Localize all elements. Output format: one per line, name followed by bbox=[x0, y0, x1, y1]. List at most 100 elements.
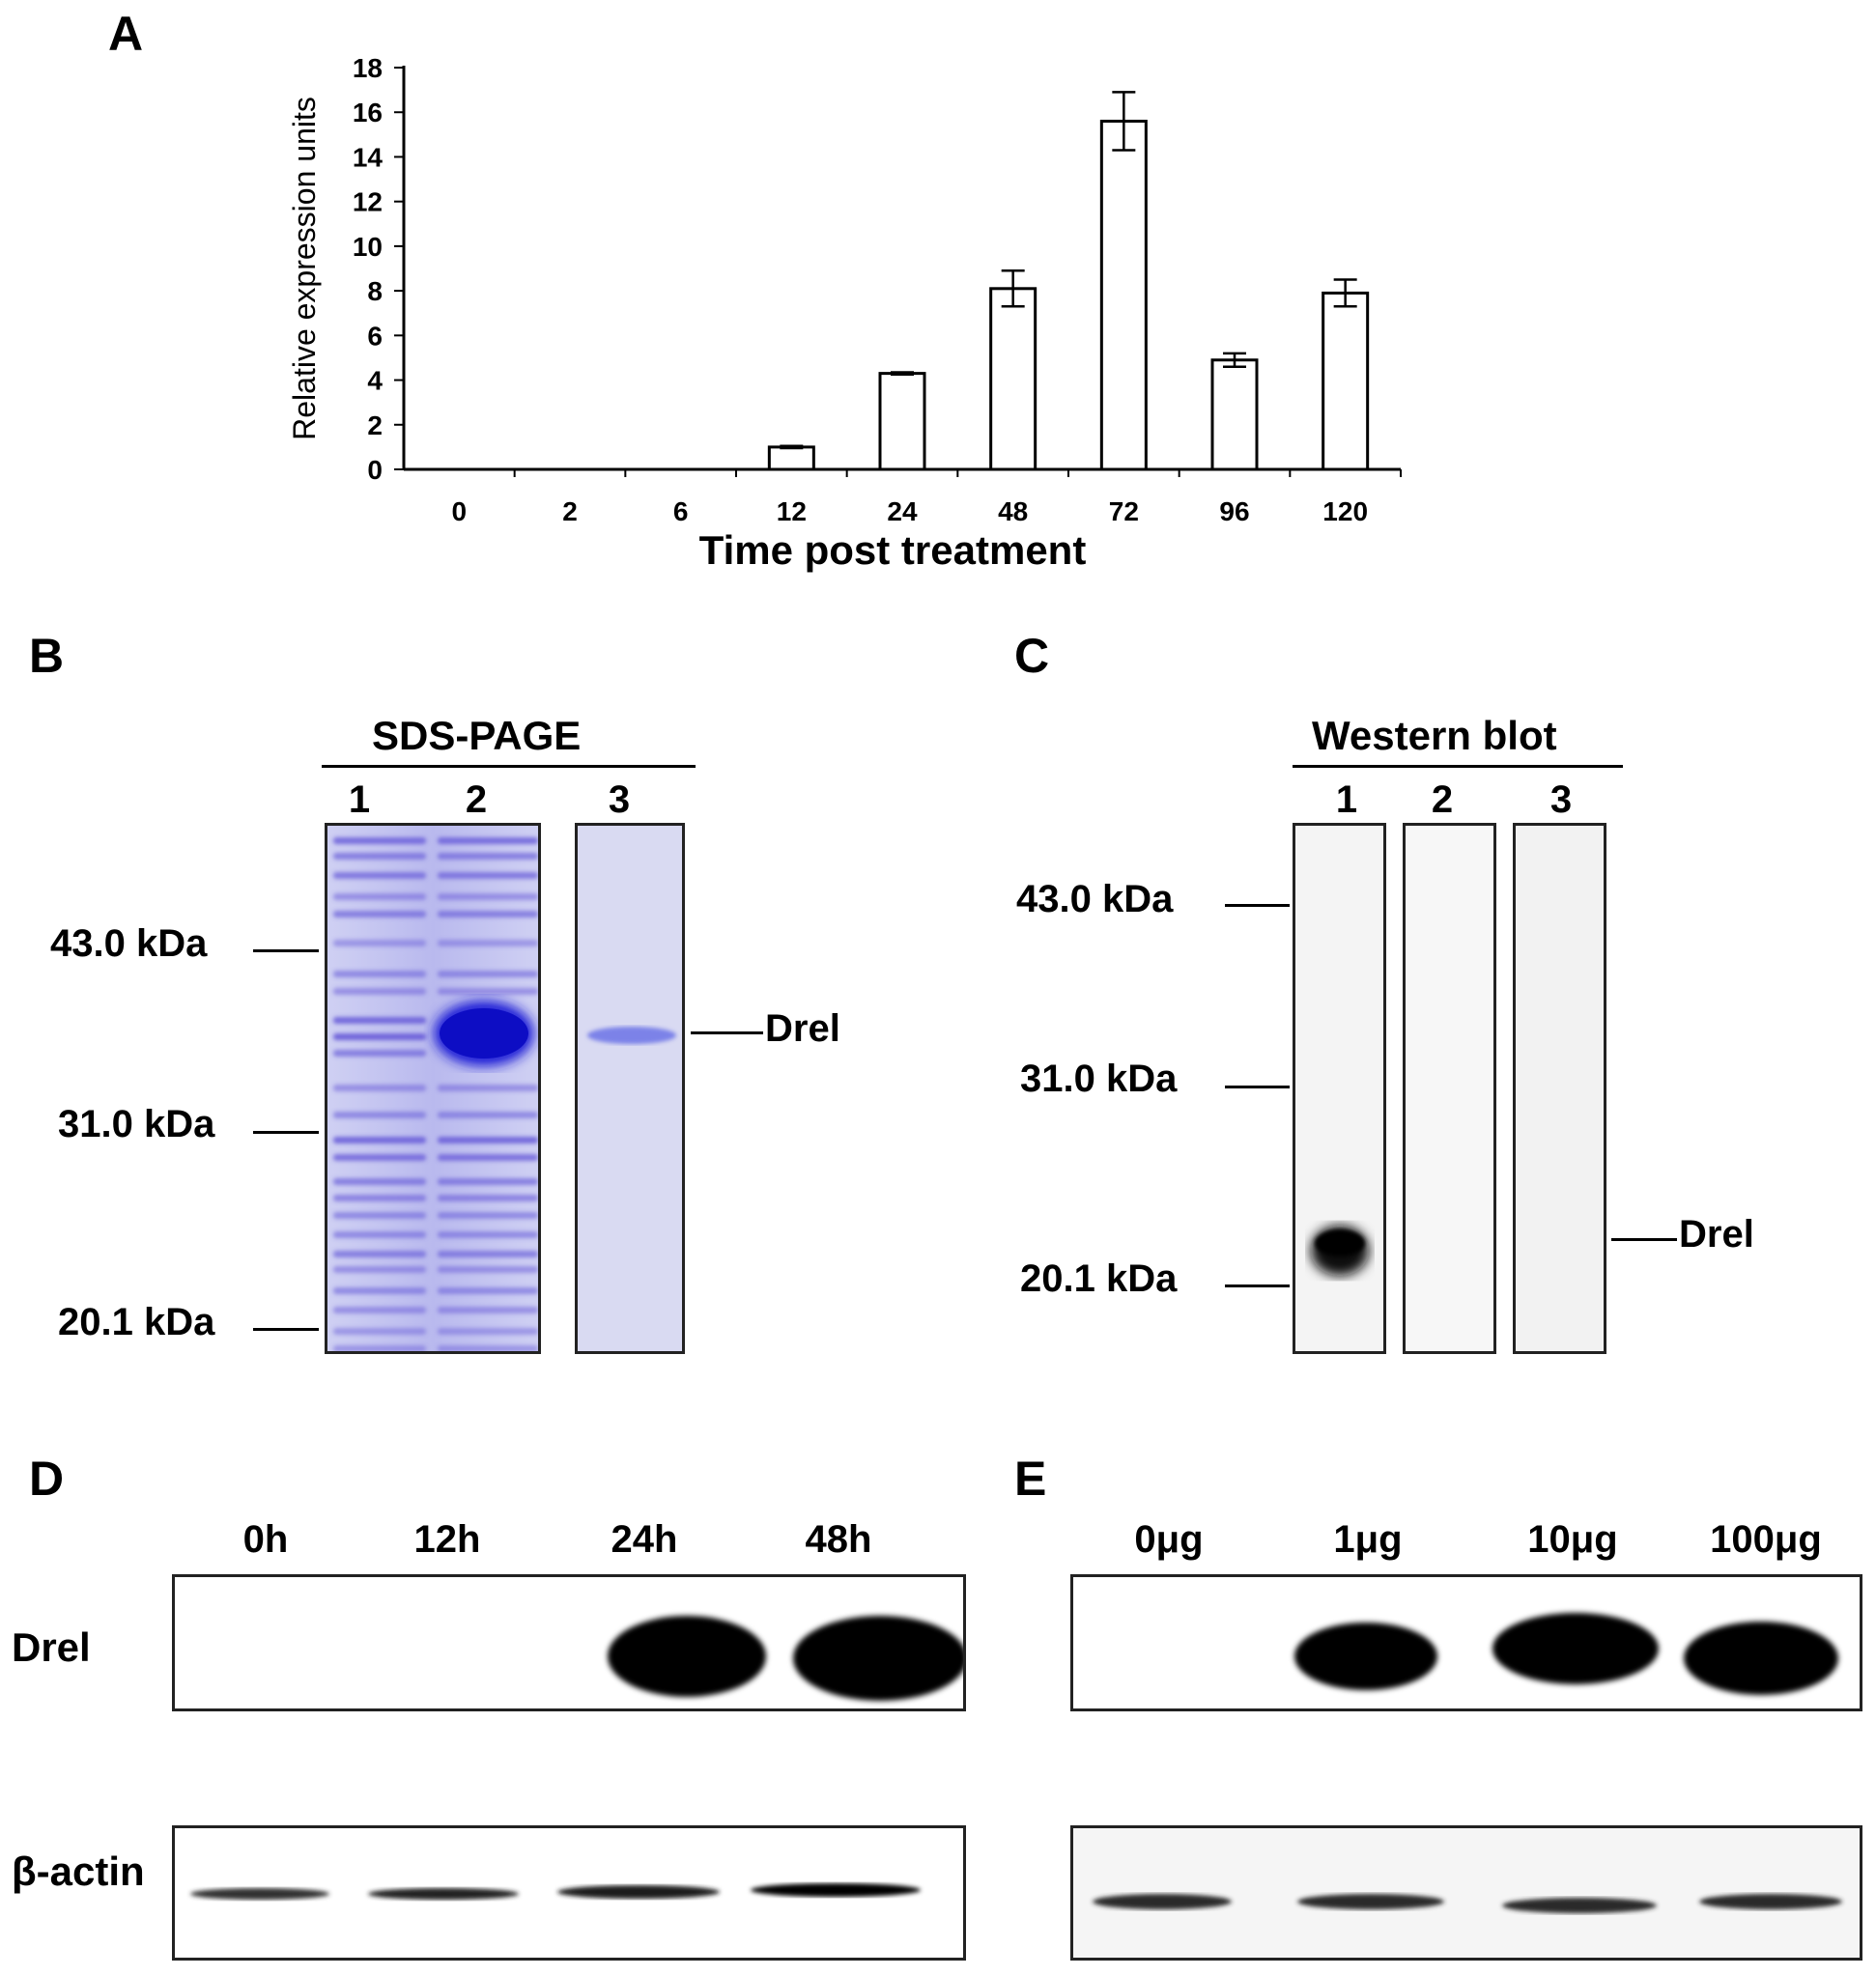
gel-band bbox=[333, 1085, 426, 1091]
panel-letter-d: D bbox=[29, 1452, 65, 1506]
sds-purified-band bbox=[587, 1027, 676, 1044]
gel-band bbox=[333, 1178, 426, 1185]
panel-letter-a: A bbox=[108, 7, 144, 61]
sds-marker-43-tick bbox=[253, 949, 319, 952]
e-drel-band-10ug bbox=[1492, 1613, 1659, 1684]
x-tick-label: 72 bbox=[1109, 496, 1139, 526]
d-drel-band-24h bbox=[608, 1616, 766, 1697]
d-row-label-drel: Drel bbox=[12, 1624, 91, 1670]
e-actin-band-10ug bbox=[1502, 1898, 1657, 1913]
wb-marker-20: 20.1 kDa bbox=[1020, 1257, 1178, 1300]
panel-letter-c: C bbox=[1014, 629, 1050, 683]
gel-band bbox=[438, 940, 538, 946]
gel-band bbox=[438, 1266, 538, 1273]
e-actin-band-0ug bbox=[1093, 1894, 1232, 1909]
gel-band bbox=[333, 1154, 426, 1161]
sds-marker-20-tick bbox=[253, 1328, 319, 1331]
wb-lane-1-label: 1 bbox=[1335, 778, 1358, 821]
gel-band bbox=[333, 853, 426, 860]
e-dose-100: 100μg bbox=[1710, 1518, 1822, 1561]
y-tick-label: 18 bbox=[353, 53, 383, 83]
x-tick-label: 2 bbox=[562, 496, 578, 526]
bar bbox=[1322, 291, 1370, 471]
sds-marker-43: 43.0 kDa bbox=[50, 922, 208, 965]
sds-page-header: SDS-PAGE bbox=[372, 713, 582, 758]
d-actin-band-24h bbox=[557, 1885, 720, 1899]
gel-band bbox=[438, 1307, 538, 1313]
d-time-24h: 24h bbox=[611, 1518, 678, 1561]
d-time-48h: 48h bbox=[805, 1518, 872, 1561]
x-tick-label: 6 bbox=[673, 496, 689, 526]
panel-letter-e: E bbox=[1014, 1452, 1047, 1506]
sds-gel-lanes-1-2 bbox=[325, 823, 541, 1354]
d-actin-band-0h bbox=[190, 1888, 329, 1900]
d-time-0h: 0h bbox=[242, 1518, 289, 1561]
panel-letter-b: B bbox=[29, 629, 65, 683]
wb-lane-2-label: 2 bbox=[1431, 778, 1454, 821]
wb-marker-20-tick bbox=[1225, 1284, 1290, 1287]
e-dose-0: 0μg bbox=[1134, 1518, 1204, 1561]
e-actin-band-100ug bbox=[1699, 1894, 1842, 1909]
x-tick-label: 12 bbox=[777, 496, 807, 526]
sds-lane-2-label: 2 bbox=[465, 778, 488, 821]
gel-band bbox=[438, 1112, 538, 1118]
gel-band bbox=[438, 837, 538, 844]
gel-band bbox=[438, 1287, 538, 1294]
y-tick-label: 0 bbox=[367, 455, 383, 485]
gel-band bbox=[438, 1212, 538, 1219]
gel-band bbox=[333, 1231, 426, 1238]
gel-band bbox=[438, 911, 538, 917]
sds-lane-1-label: 1 bbox=[348, 778, 371, 821]
y-tick-label: 10 bbox=[353, 232, 383, 262]
bar bbox=[1099, 119, 1148, 471]
gel-band bbox=[438, 853, 538, 860]
e-actin-blot bbox=[1070, 1825, 1862, 1961]
gel-band bbox=[333, 1137, 426, 1143]
gel-band bbox=[438, 1251, 538, 1257]
d-drel-blot bbox=[172, 1574, 966, 1711]
bar bbox=[767, 445, 815, 471]
wb-lane-1 bbox=[1293, 823, 1386, 1354]
bar bbox=[989, 287, 1037, 471]
gel-band bbox=[333, 1251, 426, 1257]
gel-band bbox=[438, 1178, 538, 1185]
x-tick-label: 96 bbox=[1219, 496, 1249, 526]
wb-lane-3-label: 3 bbox=[1549, 778, 1573, 821]
gel-band bbox=[333, 1017, 426, 1024]
bar bbox=[1210, 358, 1259, 471]
y-tick-label: 8 bbox=[367, 276, 383, 306]
wb-marker-31-tick bbox=[1225, 1086, 1290, 1088]
e-actin-band-1ug bbox=[1297, 1894, 1444, 1909]
gel-band bbox=[333, 971, 426, 977]
gel-band bbox=[333, 1212, 426, 1219]
gel-band bbox=[333, 988, 426, 995]
bar bbox=[878, 372, 926, 471]
gel-band bbox=[333, 1287, 426, 1294]
gel-band bbox=[333, 1033, 426, 1040]
gel-band bbox=[438, 1195, 538, 1201]
sds-drel-tick bbox=[691, 1031, 763, 1034]
gel-band bbox=[333, 1112, 426, 1118]
x-tick-label: 24 bbox=[887, 496, 918, 526]
western-blot-underline bbox=[1293, 765, 1623, 768]
d-actin-blot bbox=[172, 1825, 966, 1961]
gel-band bbox=[333, 1307, 426, 1313]
gel-band bbox=[333, 1195, 426, 1201]
e-drel-band-1ug bbox=[1294, 1623, 1437, 1690]
y-tick-label: 12 bbox=[353, 187, 383, 217]
y-tick-label: 14 bbox=[353, 142, 384, 172]
sds-marker-31-tick bbox=[253, 1131, 319, 1134]
wb-marker-43: 43.0 kDa bbox=[1016, 878, 1174, 920]
y-tick-label: 2 bbox=[367, 410, 383, 440]
gel-band bbox=[438, 872, 538, 879]
sds-gel-lane-3 bbox=[575, 823, 685, 1354]
sds-drel-label: Drel bbox=[765, 1007, 840, 1050]
sds-page-underline bbox=[322, 765, 696, 768]
sds-marker-20: 20.1 kDa bbox=[58, 1301, 215, 1343]
sds-marker-31: 31.0 kDa bbox=[58, 1103, 215, 1145]
sds-gel-bands bbox=[333, 837, 538, 1351]
e-drel-blot bbox=[1070, 1574, 1862, 1711]
gel-band bbox=[438, 971, 538, 977]
y-tick-label: 16 bbox=[353, 98, 383, 127]
